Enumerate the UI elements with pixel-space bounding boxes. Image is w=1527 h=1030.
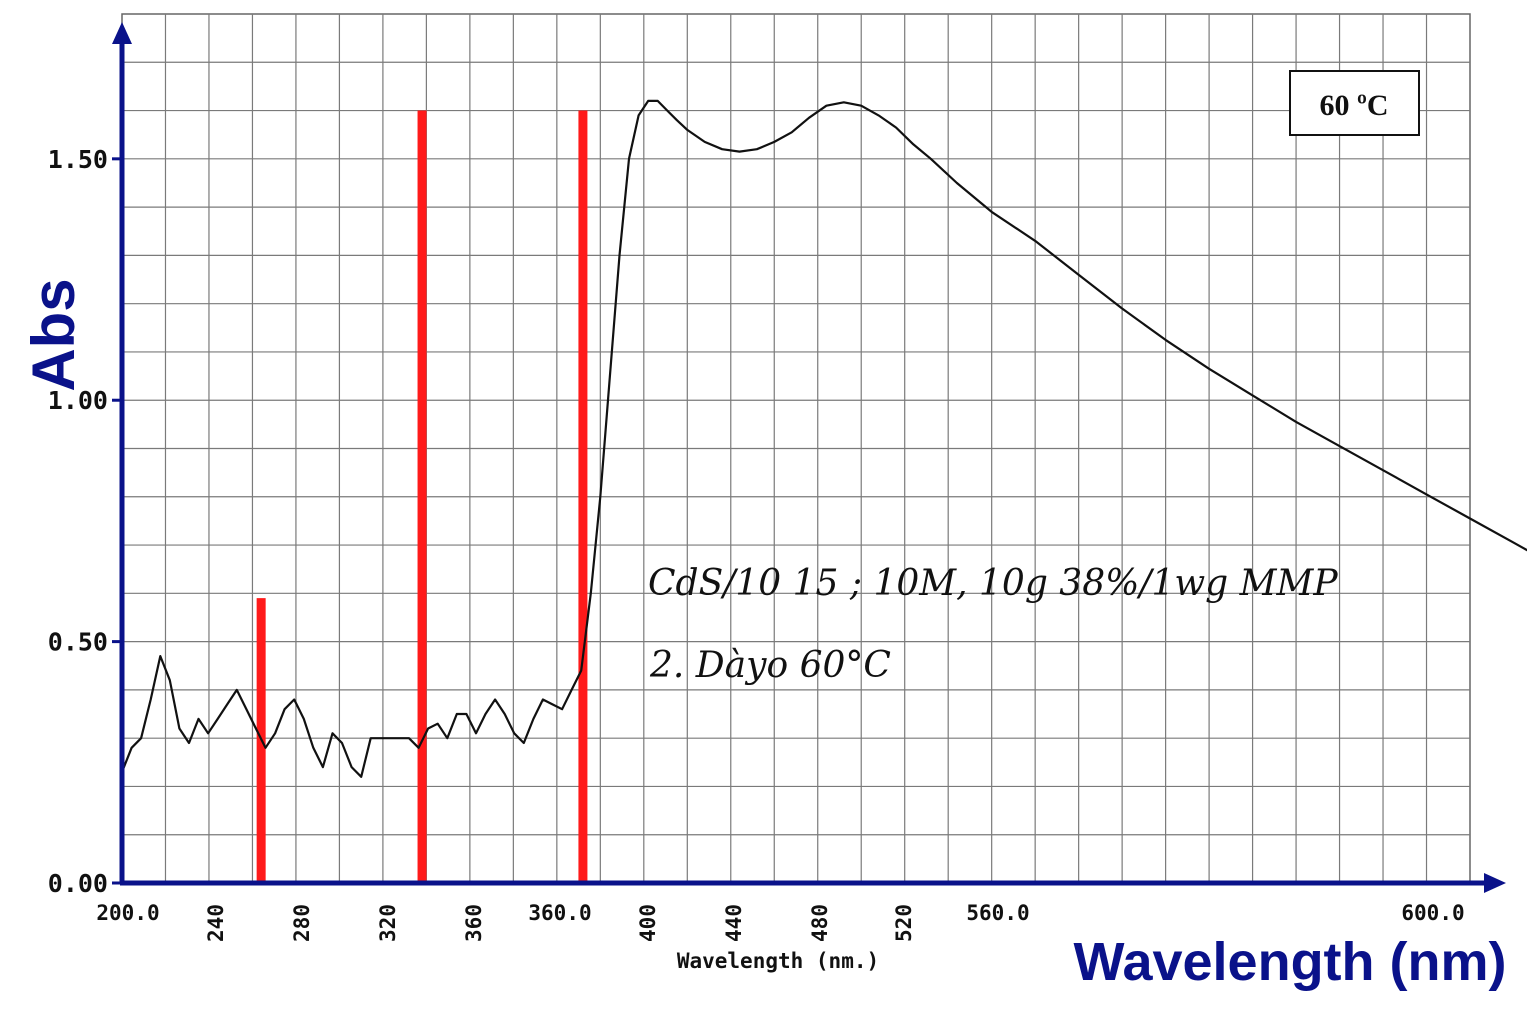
y-tick-label: 0.50 (48, 628, 108, 657)
y-tick-labels: 0.00 0.50 1.00 1.50 (48, 145, 122, 898)
x-tick-label: 400 (636, 904, 660, 942)
x-axis-label: Wavelength (nm) (1073, 932, 1506, 992)
grid (121, 13, 1471, 884)
y-tick-label: 1.00 (48, 386, 108, 415)
y-tick-label: 1.50 (48, 145, 108, 174)
x-tick-label: 480 (808, 904, 832, 942)
axes (112, 22, 1506, 893)
annotation-line-2: 2. Dàyo 60°C (649, 645, 891, 686)
x-tick-label: 520 (892, 904, 916, 942)
absorbance-line (120, 99, 1527, 778)
x-tick-label: 320 (376, 904, 400, 942)
x-tick-label: 600.0 (1401, 901, 1464, 925)
x-tick-labels: 200.0 240 280 320 360 360.0 400 440 480 520 560.0 6… (96, 901, 1464, 942)
x-tick-label: 240 (204, 904, 228, 942)
x-tick-label: 440 (722, 904, 746, 942)
series-layer (120, 99, 1527, 778)
x-tick-label: 560.0 (966, 901, 1029, 925)
annotation-line-1: CdS/10 15 ; 10M, 10g 38%/1wg MMP (648, 563, 1338, 604)
x-tick-label: 360.0 (528, 901, 591, 925)
y-axis-arrow (112, 22, 132, 44)
x-axis-caption: Wavelength (nm.) (677, 949, 879, 973)
temperature-box-frame (1289, 70, 1420, 136)
x-axis-arrow (1484, 873, 1506, 893)
x-tick-label: 360 (462, 904, 486, 942)
y-tick-label: 0.00 (48, 869, 108, 898)
x-tick-label: 280 (290, 904, 314, 942)
y-axis-label: Abs (20, 278, 87, 391)
temperature-box: 60 ºC (1289, 70, 1420, 136)
temperature-label: 60 ºC (1319, 89, 1388, 122)
x-tick-label: 200.0 (96, 901, 159, 925)
